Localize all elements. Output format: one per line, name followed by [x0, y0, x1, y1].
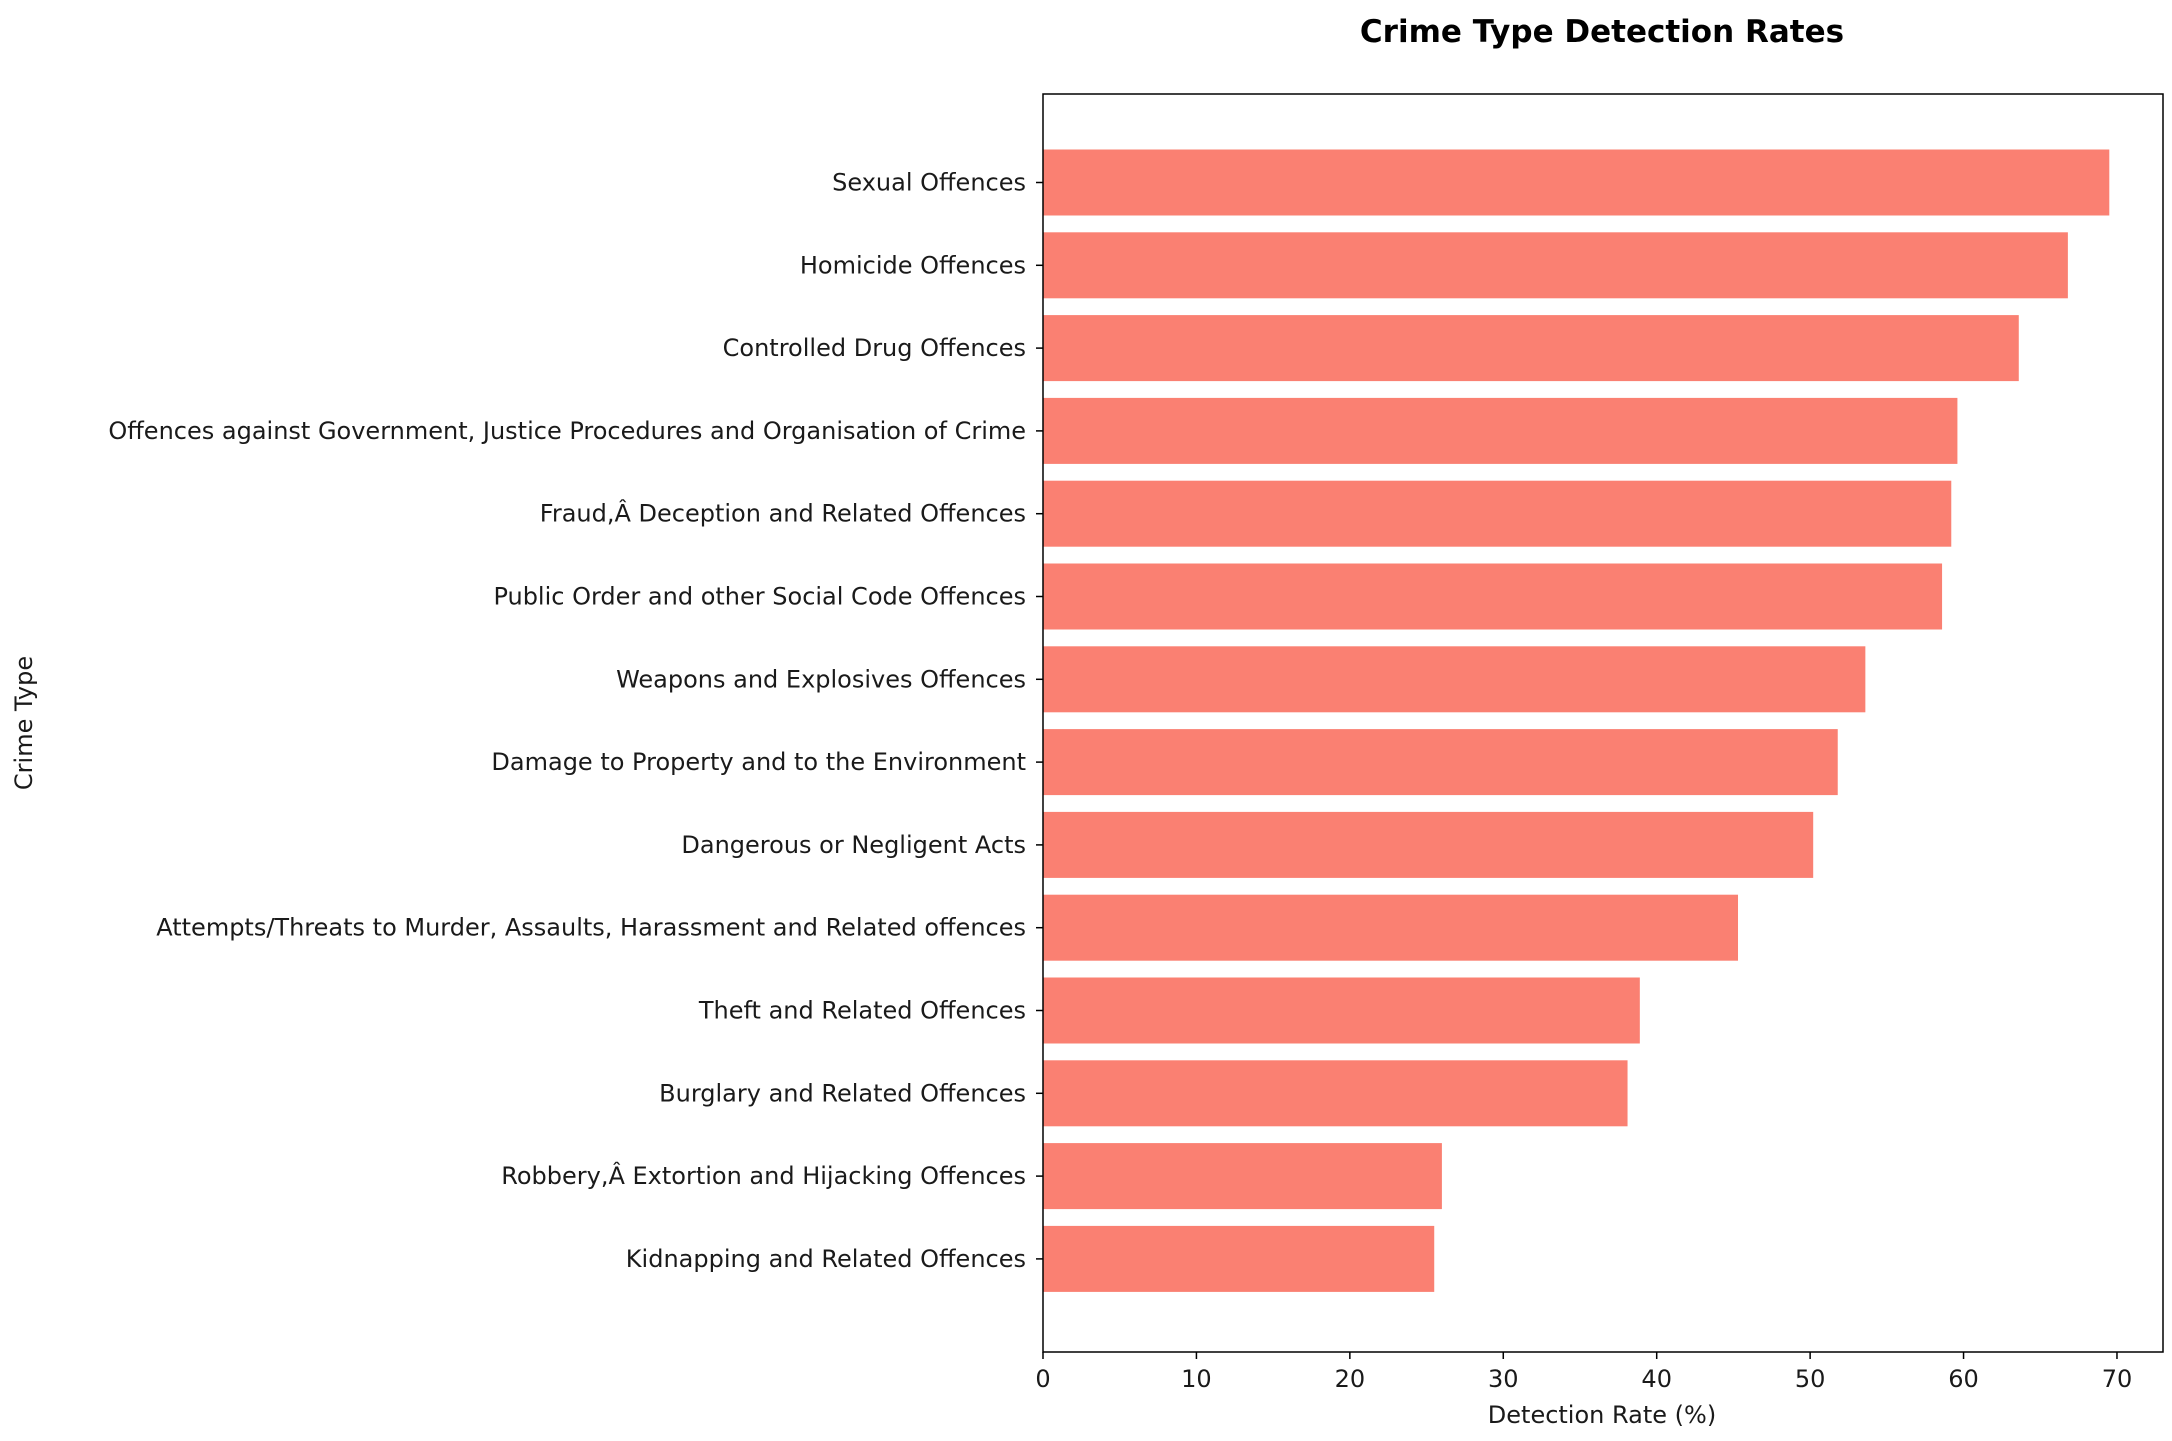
plot-frame	[1042, 93, 2164, 1353]
y-tick-label: Weapons and Explosives Offences	[616, 665, 1026, 693]
x-tick-label: 50	[1795, 1365, 1826, 1393]
bar	[1043, 1225, 1435, 1292]
x-axis-title: Detection Rate (%)	[1488, 1401, 1716, 1429]
y-tick-label: Dangerous or Negligent Acts	[681, 831, 1026, 859]
bar	[1043, 149, 2110, 216]
bar	[1043, 315, 2019, 382]
bar	[1043, 894, 1739, 961]
y-tick-label: Offences against Government, Justice Pro…	[108, 417, 1026, 445]
x-tick-label: 30	[1488, 1365, 1519, 1393]
bar	[1043, 646, 1866, 713]
y-tick-label: Homicide Offences	[800, 251, 1026, 279]
y-tick-label: Attempts/Threats to Murder, Assaults, Ha…	[156, 914, 1026, 942]
bar	[1043, 397, 1958, 464]
x-tick-label: 60	[1948, 1365, 1979, 1393]
y-tick-label: Controlled Drug Offences	[723, 334, 1026, 362]
x-tick-label: 10	[1181, 1365, 1212, 1393]
x-tick-label: 70	[2102, 1365, 2133, 1393]
bar	[1043, 1143, 1442, 1210]
y-tick-label: Damage to Property and to the Environmen…	[491, 748, 1026, 776]
y-tick-label: Burglary and Related Offences	[659, 1079, 1026, 1107]
bar	[1043, 977, 1640, 1044]
y-tick-label: Kidnapping and Related Offences	[626, 1245, 1026, 1273]
y-tick-label: Robbery,Â Extortion and Hijacking Offenc…	[501, 1161, 1026, 1190]
bar	[1043, 811, 1814, 878]
chart-title: Crime Type Detection Rates	[1360, 14, 1844, 50]
y-tick-label: Sexual Offences	[832, 169, 1026, 197]
bar	[1043, 563, 1943, 630]
x-tick-label: 40	[1641, 1365, 1672, 1393]
y-tick-label: Fraud,Â Deception and Related Offences	[540, 499, 1026, 528]
bar	[1043, 729, 1838, 796]
bar	[1043, 1060, 1628, 1127]
y-axis-ticks: Sexual Offences Homicide Offences Controll…	[108, 169, 1043, 1273]
y-axis-title: Crime Type	[10, 656, 38, 790]
x-tick-label: 0	[1035, 1365, 1050, 1393]
bar	[1043, 480, 1952, 547]
y-tick-label: Public Order and other Social Code Offen…	[493, 583, 1026, 611]
bar	[1043, 232, 2068, 299]
x-axis-ticks: 0 10 20 30 40 50 60 70	[1035, 1352, 2132, 1393]
x-tick-label: 20	[1335, 1365, 1366, 1393]
y-tick-label: Theft and Related Offences	[698, 997, 1026, 1025]
bars-group	[1043, 149, 2110, 1292]
